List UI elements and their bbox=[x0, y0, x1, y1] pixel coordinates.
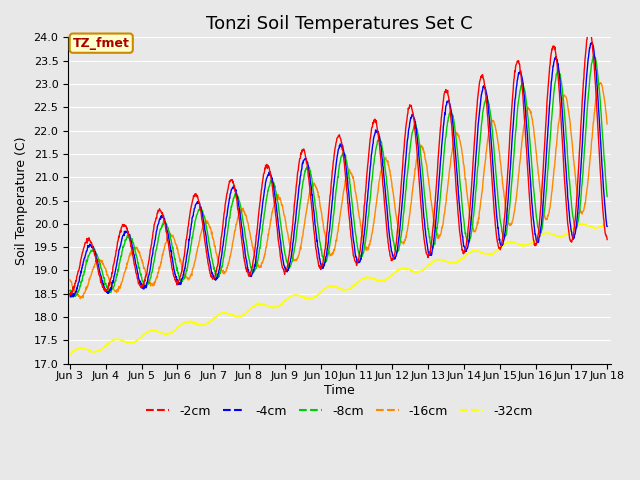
Title: Tonzi Soil Temperatures Set C: Tonzi Soil Temperatures Set C bbox=[206, 15, 473, 33]
X-axis label: Time: Time bbox=[324, 384, 355, 397]
Legend: -2cm, -4cm, -8cm, -16cm, -32cm: -2cm, -4cm, -8cm, -16cm, -32cm bbox=[141, 400, 538, 423]
Y-axis label: Soil Temperature (C): Soil Temperature (C) bbox=[15, 136, 28, 265]
Text: TZ_fmet: TZ_fmet bbox=[73, 36, 130, 49]
